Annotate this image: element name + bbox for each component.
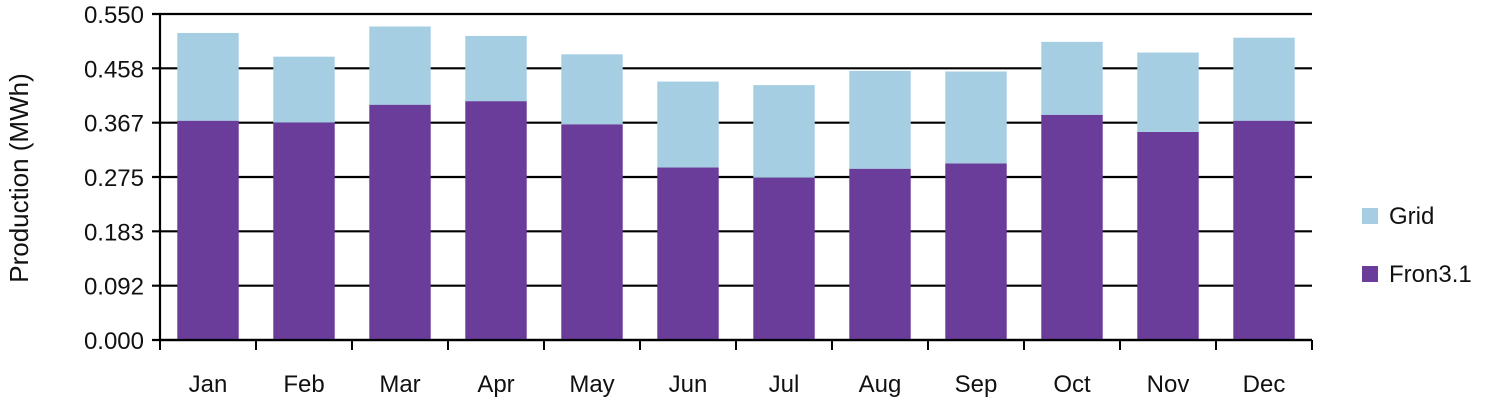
y-tick-label: 0.183 bbox=[84, 219, 144, 246]
legend: Grid Fron3.1 bbox=[1362, 203, 1472, 288]
bar-grid-jan bbox=[177, 32, 239, 121]
x-tick-label: Nov bbox=[1147, 371, 1190, 398]
x-tick-label: Dec bbox=[1243, 371, 1286, 398]
x-tick-label: Jan bbox=[189, 371, 228, 398]
bar-fron3-1-jun bbox=[657, 167, 719, 340]
x-tick-label: Jul bbox=[769, 371, 800, 398]
bar-fron3-1-nov bbox=[1137, 131, 1199, 340]
bar-grid-dec bbox=[1233, 37, 1295, 121]
bar-grid-jun bbox=[657, 81, 719, 168]
x-tick-label: Oct bbox=[1053, 371, 1091, 398]
bars bbox=[177, 26, 1295, 341]
y-tick-label: 0.367 bbox=[84, 111, 144, 138]
y-axis-title: Production (MWh) bbox=[4, 73, 34, 283]
legend-label: Grid bbox=[1389, 203, 1434, 230]
legend-label: Fron3.1 bbox=[1389, 261, 1472, 288]
y-tick-label: 0.275 bbox=[84, 165, 144, 192]
bar-grid-apr bbox=[465, 35, 527, 102]
bar-grid-nov bbox=[1137, 52, 1199, 132]
gridlines bbox=[152, 12, 1312, 342]
y-tick-label: 0.092 bbox=[84, 274, 144, 301]
bar-fron3-1-mar bbox=[369, 104, 431, 340]
x-tick-label: Sep bbox=[955, 371, 998, 398]
x-tick-label: Aug bbox=[859, 371, 902, 398]
legend-swatch bbox=[1362, 266, 1378, 282]
x-tick-label: Jun bbox=[669, 371, 708, 398]
y-tick-label: 0.458 bbox=[84, 56, 144, 83]
bar-fron3-1-feb bbox=[273, 122, 335, 341]
x-tick-label: Feb bbox=[283, 371, 324, 398]
bar-fron3-1-jul bbox=[753, 177, 815, 340]
bar-fron3-1-may bbox=[561, 124, 623, 340]
bar-grid-sep bbox=[945, 71, 1007, 164]
bar-fron3-1-sep bbox=[945, 163, 1007, 340]
legend-swatch bbox=[1362, 208, 1378, 224]
bar-fron3-1-aug bbox=[849, 168, 911, 340]
bar-grid-oct bbox=[1041, 41, 1103, 115]
bar-fron3-1-dec bbox=[1233, 120, 1295, 340]
bar-fron3-1-apr bbox=[465, 101, 527, 340]
x-tick-label: Mar bbox=[379, 371, 420, 398]
axes bbox=[158, 14, 1313, 350]
bar-grid-may bbox=[561, 54, 623, 125]
y-tick-label: 0.000 bbox=[84, 328, 144, 355]
bar-fron3-1-oct bbox=[1041, 114, 1103, 340]
bar-grid-aug bbox=[849, 70, 911, 169]
x-tick-label: May bbox=[569, 371, 614, 398]
bar-grid-jul bbox=[753, 85, 815, 178]
bar-grid-mar bbox=[369, 26, 431, 105]
bar-fron3-1-jan bbox=[177, 120, 239, 340]
bar-grid-feb bbox=[273, 56, 335, 123]
x-tick-label: Apr bbox=[477, 371, 514, 398]
y-tick-label: 0.550 bbox=[84, 2, 144, 29]
tick-labels: 0.000 0.092 0.183 0.275 0.367 0.458 0.550 Jan Fe… bbox=[84, 2, 1285, 398]
